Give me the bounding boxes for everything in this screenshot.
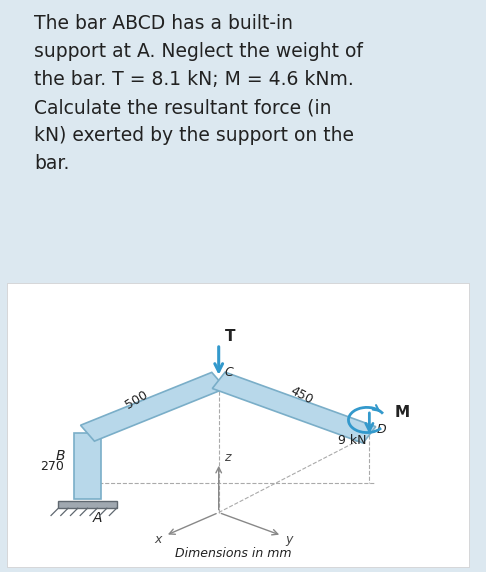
Text: x: x xyxy=(154,533,162,546)
FancyBboxPatch shape xyxy=(7,283,469,567)
Text: 500: 500 xyxy=(122,388,150,411)
Polygon shape xyxy=(212,372,376,443)
Text: y: y xyxy=(285,533,293,546)
Polygon shape xyxy=(74,433,101,499)
Text: A: A xyxy=(92,511,102,525)
Text: M: M xyxy=(395,404,410,420)
Text: z: z xyxy=(224,451,230,464)
Text: 270: 270 xyxy=(40,460,65,472)
Text: T: T xyxy=(225,329,235,344)
Text: B: B xyxy=(56,448,66,463)
Polygon shape xyxy=(81,372,226,441)
Text: 450: 450 xyxy=(288,384,315,407)
Text: The bar ABCD has a built-in
support at A. Neglect the weight of
the bar. T = 8.1: The bar ABCD has a built-in support at A… xyxy=(34,14,363,173)
Text: D: D xyxy=(377,423,386,436)
Text: C: C xyxy=(225,366,233,379)
Polygon shape xyxy=(58,501,117,508)
Text: Dimensions in mm: Dimensions in mm xyxy=(175,547,292,561)
Text: 9 kN: 9 kN xyxy=(338,434,366,447)
